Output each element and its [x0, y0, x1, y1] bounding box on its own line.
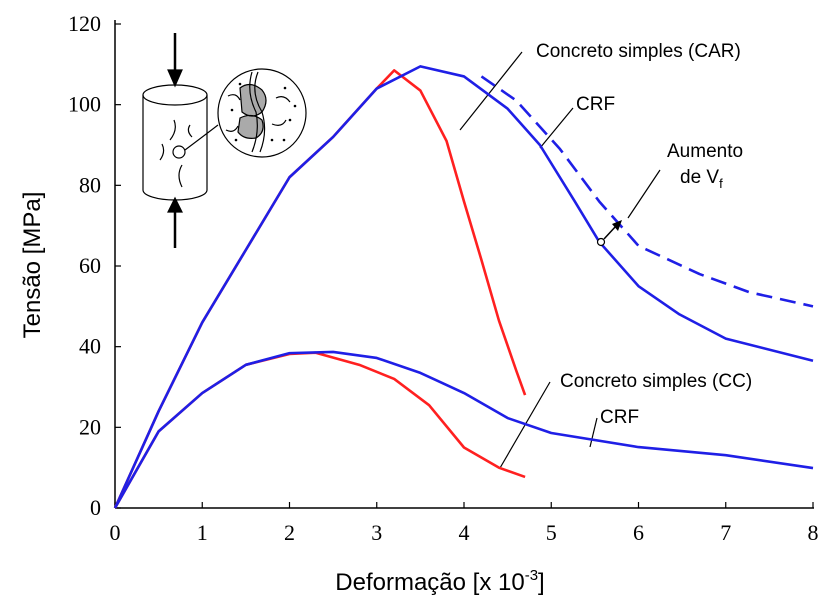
y-tick-label: 20	[79, 414, 101, 439]
annotation: Concreto simples (CAR)	[536, 41, 741, 62]
x-label-end: ]	[538, 569, 545, 596]
axis-labels: Tensão [MPa] Deformação [x 10-3]	[19, 192, 545, 596]
annotation: Aumento	[667, 141, 743, 162]
y-tick-label: 80	[79, 172, 101, 197]
x-tick-label: 6	[633, 520, 644, 545]
arrow-line	[603, 225, 617, 240]
y-tick-label: 100	[68, 92, 101, 117]
leader-lines	[459, 51, 661, 469]
series-line	[113, 69, 527, 509]
annotations: Concreto simples (CAR) CRF Aumento de Vf…	[536, 41, 752, 428]
series-line	[113, 350, 814, 509]
annotation: CRF	[600, 407, 639, 428]
series-line	[480, 75, 814, 308]
y-tick-label: 40	[79, 334, 101, 359]
x-axis-label: Deformação [x 10-3]	[335, 567, 544, 596]
annotation: CRF	[576, 94, 615, 115]
annotation-text: de V	[680, 167, 719, 188]
x-tick-label: 2	[284, 520, 295, 545]
y-tick-label: 0	[90, 495, 101, 520]
x-tick-label: 0	[110, 520, 121, 545]
y-axis-label: Tensão [MPa]	[19, 192, 46, 339]
x-label-exponent: -3	[525, 567, 538, 584]
annotation-subscript: f	[719, 176, 723, 191]
specimen-illustration	[142, 33, 307, 248]
marker-circle	[596, 237, 606, 247]
x-tick-label: 7	[720, 520, 731, 545]
x-tick-label: 4	[459, 520, 470, 545]
annotation: Concreto simples (CC)	[560, 371, 752, 392]
y-tick-label: 60	[79, 253, 101, 278]
arrow-head	[612, 220, 622, 231]
annotation: de Vf	[680, 167, 723, 191]
x-label-text: Deformação [x 10	[335, 569, 524, 596]
x-tick-label: 3	[371, 520, 382, 545]
series-line	[113, 65, 814, 509]
x-tick-label: 8	[808, 520, 819, 545]
y-tick-label: 120	[68, 11, 101, 36]
x-tick-label: 1	[197, 520, 208, 545]
x-tick-label: 5	[546, 520, 557, 545]
